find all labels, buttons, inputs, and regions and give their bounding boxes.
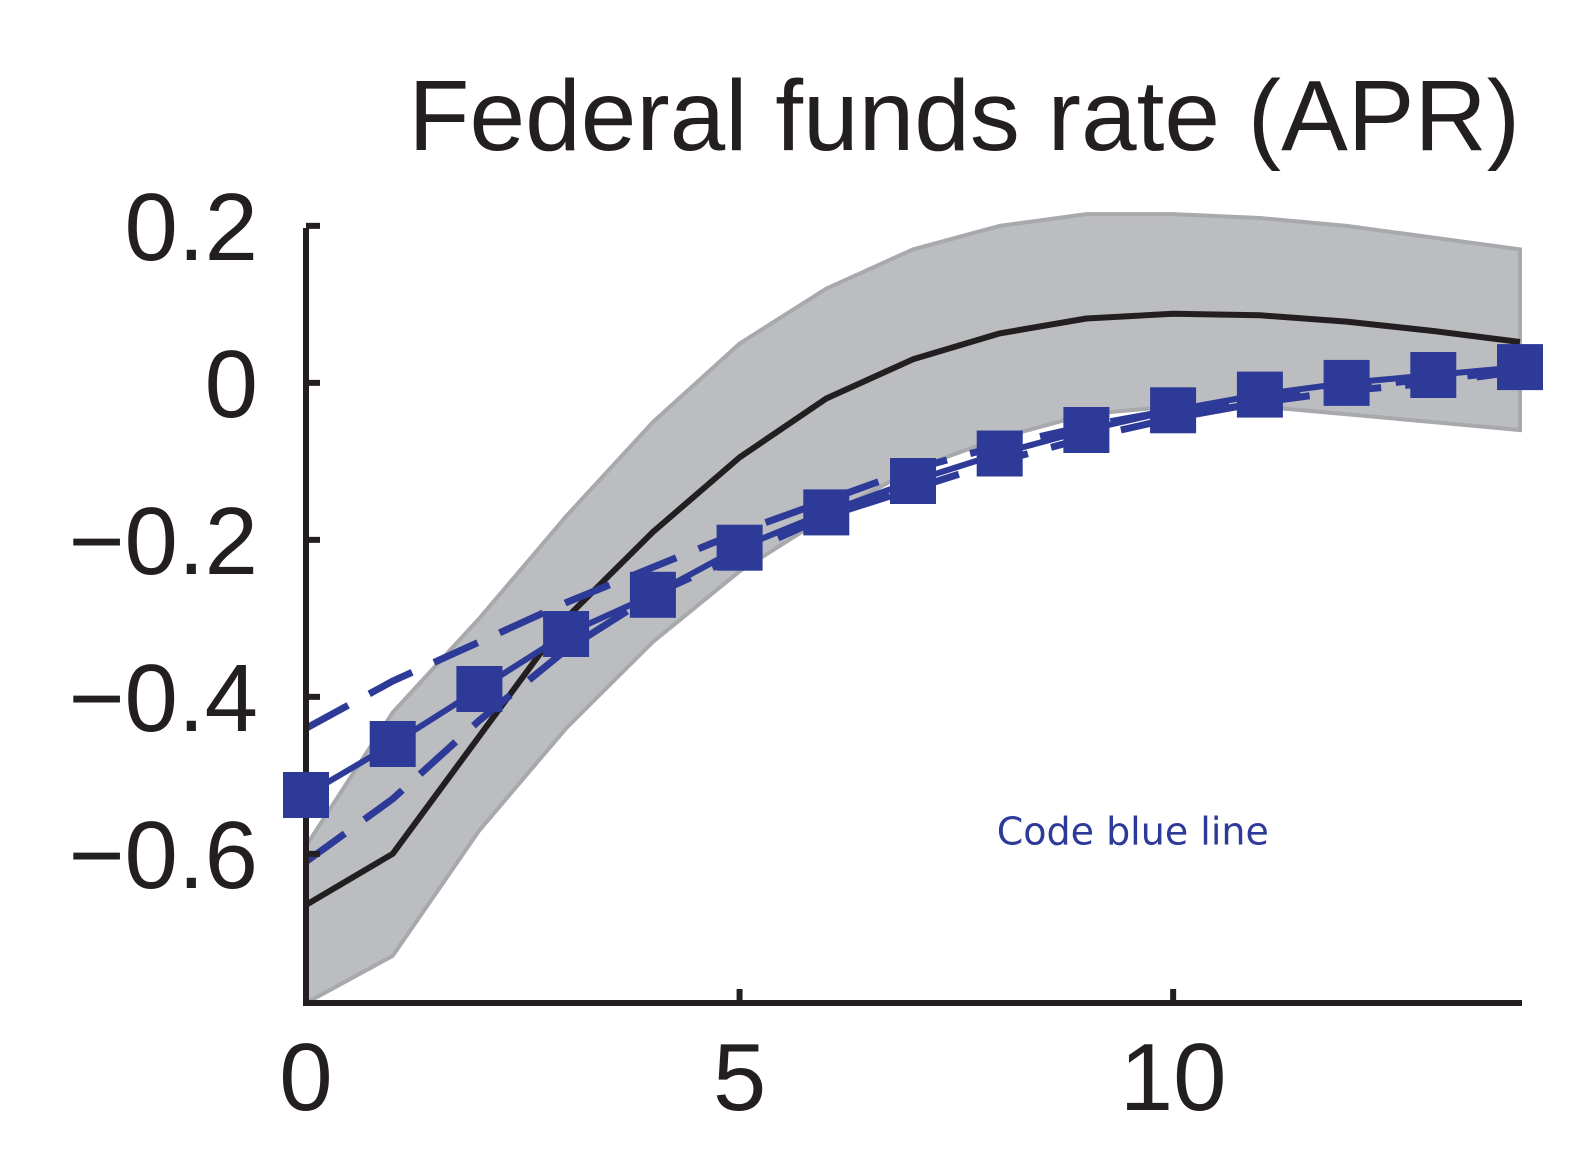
x-tick-label: 10 bbox=[1120, 1024, 1227, 1131]
annotation-layer: Code blue line bbox=[997, 809, 1269, 853]
data-point-marker bbox=[716, 524, 763, 571]
ticks-layer: 0.2 0 −0.2 −0.4 −0.6 0 5 10 bbox=[68, 174, 1226, 1131]
x-tick-label: 0 bbox=[279, 1024, 332, 1131]
x-tick-label: 5 bbox=[713, 1024, 766, 1131]
data-point-marker bbox=[890, 458, 936, 504]
chart-title: Federal funds rate (APR) bbox=[408, 60, 1520, 172]
confidence-band bbox=[304, 212, 1522, 1007]
annotation-label: Code blue line bbox=[997, 809, 1269, 853]
data-point-marker bbox=[803, 489, 850, 536]
axes-layer bbox=[303, 228, 1522, 1006]
y-tick-label: −0.4 bbox=[68, 645, 258, 752]
data-point-marker bbox=[283, 772, 329, 818]
data-point-marker bbox=[543, 611, 590, 657]
blue-dashed-lower-line bbox=[303, 367, 1521, 865]
marker-layer bbox=[283, 344, 1543, 818]
data-point-marker bbox=[1410, 352, 1457, 398]
y-tick-label: 0 bbox=[205, 331, 258, 438]
y-tick-label: −0.2 bbox=[68, 488, 258, 595]
data-point-marker bbox=[1063, 407, 1110, 453]
y-tick-label: −0.6 bbox=[68, 802, 258, 909]
data-point-marker bbox=[1497, 344, 1543, 391]
data-point-marker bbox=[456, 666, 503, 712]
data-point-marker bbox=[369, 721, 416, 767]
confidence-band-layer bbox=[304, 212, 1522, 1007]
data-point-marker bbox=[1323, 359, 1370, 406]
data-point-marker bbox=[976, 430, 1023, 477]
data-point-marker bbox=[1236, 371, 1283, 418]
data-point-marker bbox=[629, 571, 676, 618]
y-tick-label: 0.2 bbox=[125, 174, 258, 281]
data-point-marker bbox=[1150, 387, 1197, 434]
